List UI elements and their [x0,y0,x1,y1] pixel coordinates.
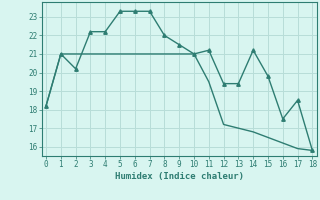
X-axis label: Humidex (Indice chaleur): Humidex (Indice chaleur) [115,172,244,181]
